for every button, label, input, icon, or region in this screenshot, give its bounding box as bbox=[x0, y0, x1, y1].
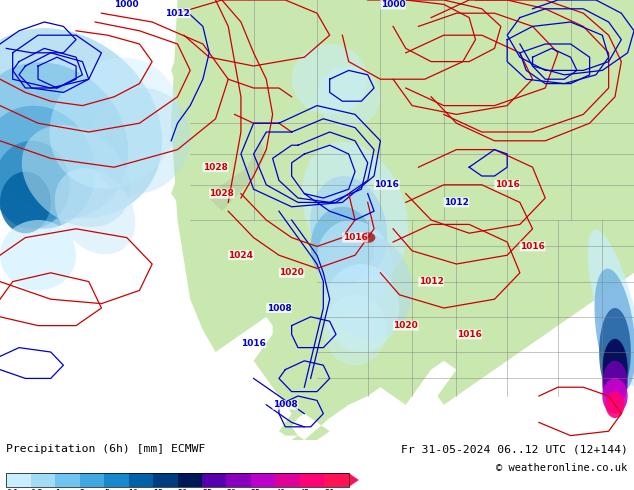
Polygon shape bbox=[49, 58, 179, 189]
Bar bbox=[55, 473, 80, 487]
Text: 45: 45 bbox=[300, 489, 310, 490]
Bar bbox=[129, 473, 153, 487]
Bar bbox=[300, 473, 324, 487]
Text: 1000: 1000 bbox=[115, 0, 139, 9]
Polygon shape bbox=[0, 141, 70, 229]
Bar bbox=[226, 473, 251, 487]
Text: 30: 30 bbox=[226, 489, 236, 490]
Text: 1024: 1024 bbox=[228, 251, 254, 260]
Polygon shape bbox=[595, 269, 634, 392]
Text: 35: 35 bbox=[251, 489, 261, 490]
Polygon shape bbox=[602, 361, 628, 405]
Bar bbox=[80, 473, 104, 487]
Text: 1016: 1016 bbox=[241, 339, 266, 348]
Text: 0.5: 0.5 bbox=[31, 489, 43, 490]
Polygon shape bbox=[22, 125, 131, 227]
Polygon shape bbox=[0, 220, 76, 291]
Text: 1012: 1012 bbox=[165, 9, 190, 18]
Polygon shape bbox=[323, 264, 399, 352]
Text: 5: 5 bbox=[104, 489, 109, 490]
Polygon shape bbox=[602, 339, 628, 400]
Polygon shape bbox=[588, 230, 634, 386]
Polygon shape bbox=[317, 66, 380, 127]
Polygon shape bbox=[605, 392, 624, 418]
Text: 1016: 1016 bbox=[342, 233, 368, 242]
Text: 1016: 1016 bbox=[374, 180, 399, 189]
Text: 50: 50 bbox=[324, 489, 334, 490]
Text: © weatheronline.co.uk: © weatheronline.co.uk bbox=[496, 463, 628, 473]
Polygon shape bbox=[317, 220, 393, 308]
Polygon shape bbox=[0, 28, 162, 218]
Text: 1000: 1000 bbox=[381, 0, 405, 9]
Bar bbox=[104, 473, 129, 487]
Text: 15: 15 bbox=[153, 489, 163, 490]
Text: 1028: 1028 bbox=[209, 189, 235, 198]
Text: Precipitation (6h) [mm] ECMWF: Precipitation (6h) [mm] ECMWF bbox=[6, 444, 205, 454]
Polygon shape bbox=[0, 106, 95, 229]
Text: 1016: 1016 bbox=[456, 330, 482, 339]
Bar bbox=[6, 473, 349, 487]
Text: 1012: 1012 bbox=[418, 277, 444, 286]
Polygon shape bbox=[0, 172, 51, 233]
Text: 1008: 1008 bbox=[273, 400, 298, 409]
Polygon shape bbox=[349, 473, 359, 487]
Text: 1016: 1016 bbox=[495, 180, 520, 189]
Polygon shape bbox=[209, 141, 266, 211]
Bar bbox=[6, 473, 31, 487]
Polygon shape bbox=[55, 168, 135, 254]
Polygon shape bbox=[310, 176, 387, 281]
Text: 1028: 1028 bbox=[203, 163, 228, 172]
Text: 20: 20 bbox=[178, 489, 188, 490]
Polygon shape bbox=[0, 62, 128, 220]
Text: 1016: 1016 bbox=[520, 242, 545, 251]
Text: 1: 1 bbox=[55, 489, 60, 490]
Polygon shape bbox=[323, 295, 387, 365]
Text: 0.1: 0.1 bbox=[6, 489, 19, 490]
Text: 10: 10 bbox=[129, 489, 139, 490]
Text: 1012: 1012 bbox=[444, 198, 469, 207]
Text: 1020: 1020 bbox=[393, 321, 418, 330]
Polygon shape bbox=[599, 308, 631, 396]
Polygon shape bbox=[292, 44, 368, 114]
Polygon shape bbox=[323, 233, 413, 339]
Polygon shape bbox=[602, 378, 628, 414]
Text: 25: 25 bbox=[202, 489, 212, 490]
Polygon shape bbox=[302, 142, 408, 281]
Bar bbox=[275, 473, 300, 487]
Bar bbox=[153, 473, 178, 487]
Polygon shape bbox=[171, 0, 634, 440]
Polygon shape bbox=[311, 207, 374, 286]
Text: 1008: 1008 bbox=[266, 303, 292, 313]
Bar bbox=[178, 473, 202, 487]
Polygon shape bbox=[89, 88, 190, 194]
Polygon shape bbox=[171, 0, 634, 352]
Text: 40: 40 bbox=[275, 489, 285, 490]
Bar bbox=[324, 473, 349, 487]
Polygon shape bbox=[360, 232, 375, 243]
Bar bbox=[202, 473, 226, 487]
Text: Fr 31-05-2024 06..12 UTC (12+144): Fr 31-05-2024 06..12 UTC (12+144) bbox=[401, 444, 628, 454]
Text: 2: 2 bbox=[80, 489, 85, 490]
Bar bbox=[31, 473, 55, 487]
Text: 1020: 1020 bbox=[279, 269, 304, 277]
Bar bbox=[251, 473, 275, 487]
